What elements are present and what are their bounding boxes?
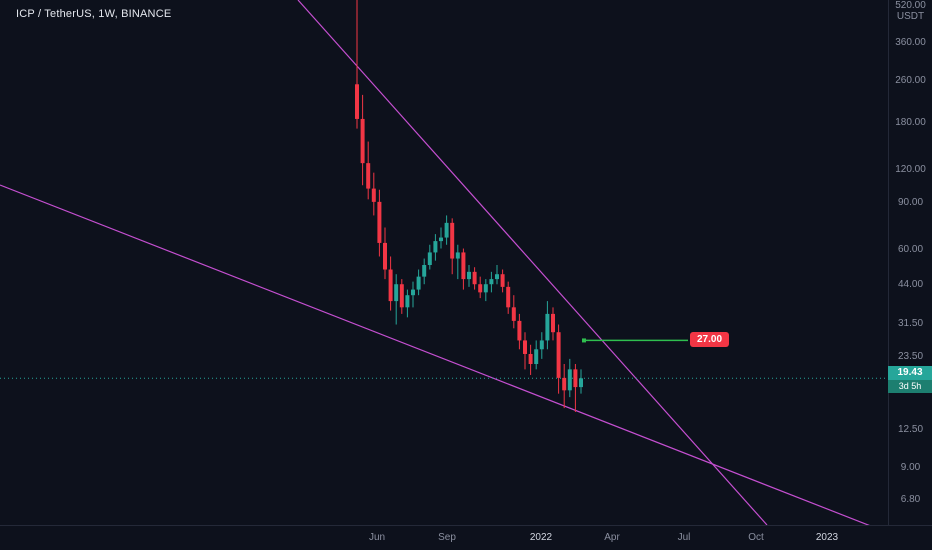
candle-body [405,295,410,308]
candle-body [439,237,443,242]
candle-body [545,313,550,341]
candle-body [489,279,494,285]
candle-body [371,188,376,202]
price-tick: 9.00 [900,461,921,473]
price-tick: 6.80 [900,494,921,506]
candle-body [399,284,404,308]
candle-body [539,340,544,350]
candle-body [394,284,399,302]
candle-body [495,274,499,280]
time-axis[interactable]: Jun Sep 2022 Apr Jul Oct 2023 [0,525,932,550]
candle-body [377,201,382,243]
candle-body [444,222,449,238]
time-tick: Jul [677,532,691,543]
candle-body [411,289,415,296]
time-tick: 2023 [815,532,839,543]
target-line-anchor [582,338,586,343]
price-tick: 60.00 [897,243,924,255]
candle-body [422,265,427,277]
candle-body [366,163,371,189]
price-tick: 180.00 [895,117,926,129]
candle-body [472,271,477,285]
time-tick: Apr [604,532,620,543]
price-tick: 120.00 [895,163,926,175]
candle-body [455,252,460,259]
bar-close-countdown: 3d 5h [888,380,932,394]
candle-body [511,307,516,321]
price-tick: 260.00 [895,74,926,86]
candle-body [483,284,488,293]
current-price-value: 19.43 [888,366,932,381]
symbol-legend[interactable]: ICP / TetherUS, 1W, BINANCE [16,8,172,20]
candle-body [562,377,567,391]
price-axis-unit: USDT [896,11,925,22]
time-tick: Jun [368,532,386,543]
candle-body [416,276,421,290]
candle-body [360,118,365,164]
candle-body [383,242,387,270]
time-tick: Sep [438,532,456,543]
price-tick: 520.00 [895,0,926,11]
time-tick: 2022 [529,532,553,543]
candle-body [567,369,572,391]
candle-body [517,320,522,341]
price-tick: 12.50 [897,424,924,436]
candle-body [355,84,359,119]
candle-body [551,313,555,333]
candle-body [467,271,471,280]
target-price-label[interactable]: 27.00 [690,332,730,348]
candle-body [523,340,527,354]
candle-body [450,222,455,259]
candle-body [427,252,432,265]
price-tick: 23.50 [897,351,924,363]
candle-body [528,353,533,364]
price-tick: 360.00 [895,37,926,49]
candlestick-chart-canvas[interactable] [0,0,888,525]
candle-body [433,241,438,253]
price-tick: 31.50 [897,317,924,329]
price-tick: 90.00 [897,196,924,208]
time-tick: Oct [748,532,764,543]
price-tick: 44.00 [897,279,924,291]
candle-body [573,369,578,388]
candle-body [461,252,466,280]
trendline-1 [297,0,768,525]
candle-body [534,349,539,364]
candle-body [506,286,511,308]
candle-body [478,284,483,293]
candle-body [579,378,583,388]
candle-body [556,332,561,378]
trendline-2 [0,184,870,525]
price-axis[interactable]: 520.00 360.00 260.00 180.00 120.00 90.00 60.00… [888,0,932,525]
candle-body [500,274,505,287]
candle-body [388,269,393,302]
current-price-label[interactable]: 19.43 3d 5h [888,366,932,394]
